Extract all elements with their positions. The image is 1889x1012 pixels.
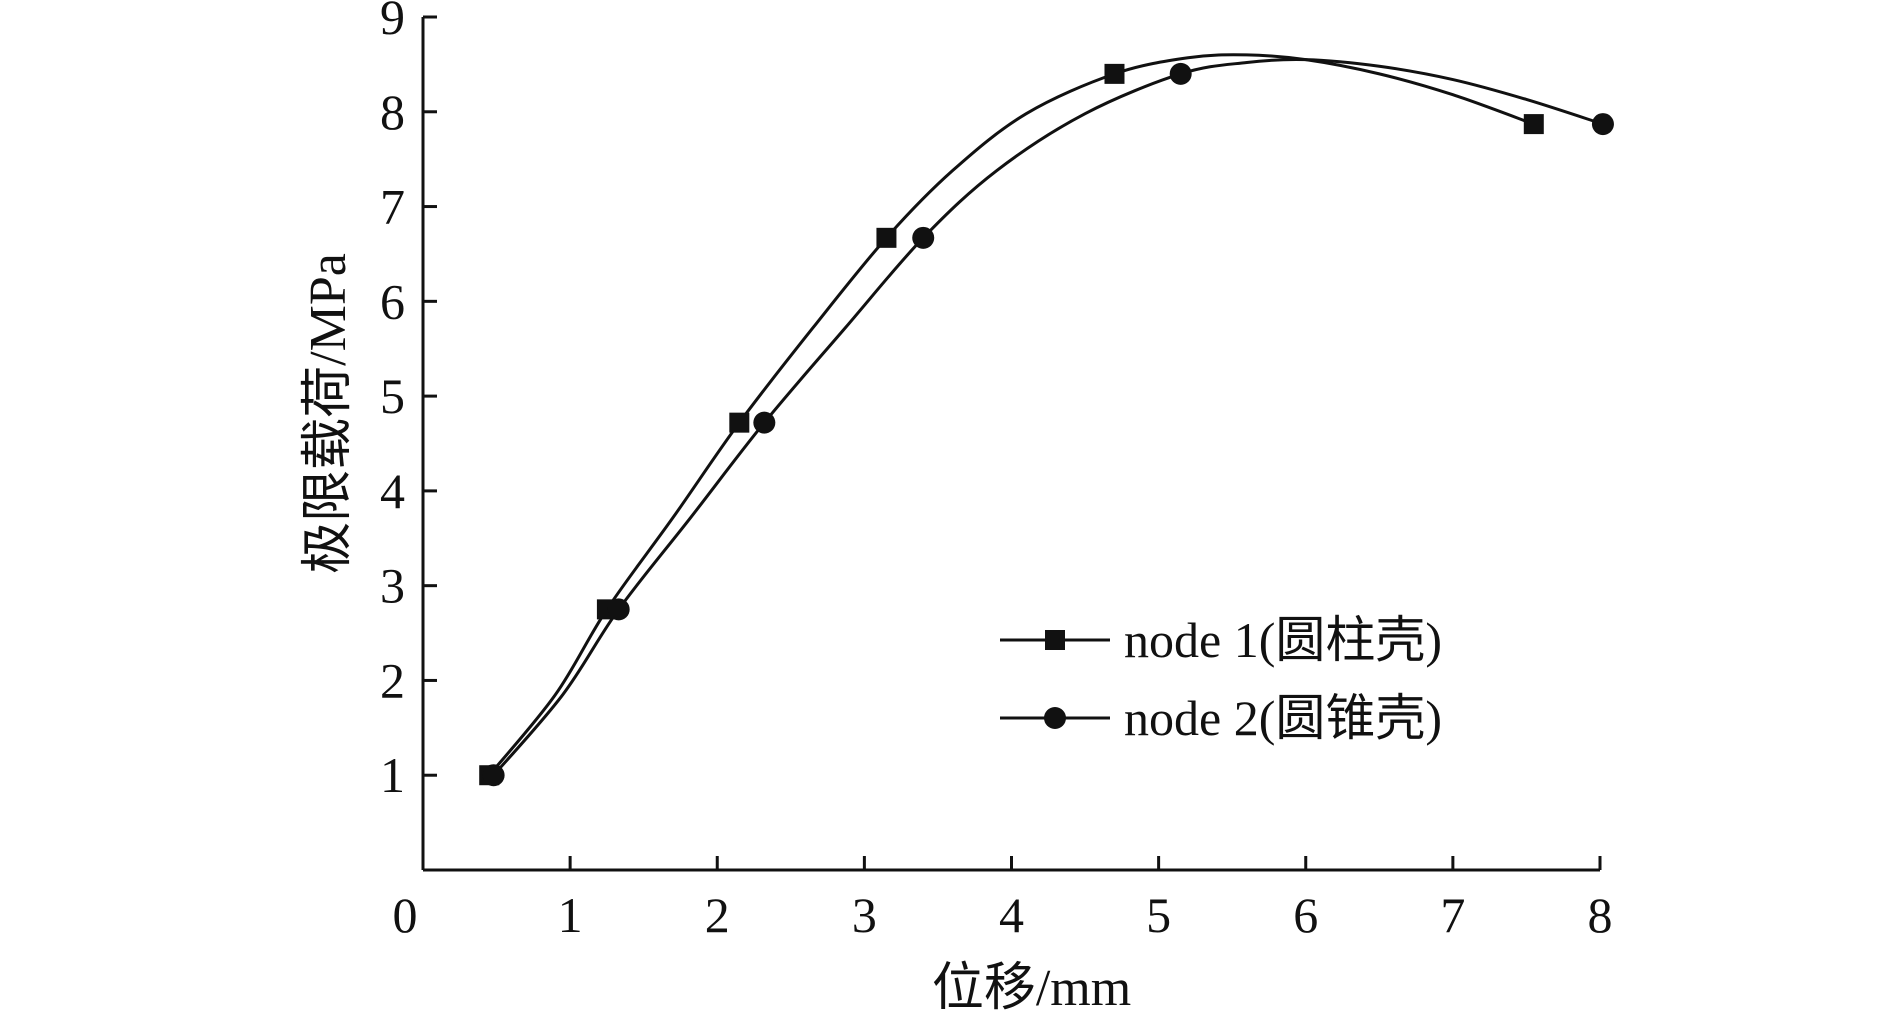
x-tick-label: 1 <box>558 887 583 943</box>
y-tick-label: 6 <box>380 273 405 329</box>
series-1-point <box>1523 114 1544 135</box>
series-2-point <box>1591 113 1614 136</box>
y-tick-label: 1 <box>380 747 405 803</box>
series-2-point <box>753 411 776 434</box>
x-tick-label: 0 <box>393 887 418 943</box>
y-tick-label: 9 <box>380 0 405 45</box>
x-tick-label: 5 <box>1146 887 1171 943</box>
legend-label: node 2(圆锥壳) <box>1124 690 1442 746</box>
legend-marker <box>1045 630 1065 650</box>
series-markers <box>479 62 1614 787</box>
series-2-point <box>482 764 505 787</box>
x-axis-title: 位移/mm <box>932 960 1131 1012</box>
legend: node 1(圆柱壳) node 2(圆锥壳) <box>1000 612 1442 746</box>
series-2-point <box>607 598 630 621</box>
series-2-point <box>1169 62 1192 85</box>
y-tick-label: 3 <box>380 558 405 614</box>
x-tick-label: 8 <box>1588 887 1613 943</box>
x-tick-label: 3 <box>852 887 877 943</box>
series-1-line <box>488 53 1535 777</box>
y-axis-title: 极限载荷/MPa <box>300 253 357 574</box>
series-1-point <box>876 227 897 248</box>
legend-marker <box>1044 707 1066 729</box>
x-tick-label: 4 <box>999 887 1024 943</box>
ticks: 0 1 2 3 4 5 6 7 8 1 2 3 4 5 6 7 8 9 <box>380 0 1613 943</box>
series-1-point <box>1104 63 1125 84</box>
y-tick-label: 5 <box>380 368 405 424</box>
series-2-point <box>912 226 935 249</box>
y-tick-label: 7 <box>380 179 405 235</box>
y-tick-label: 4 <box>380 463 405 519</box>
series-curves <box>488 53 1604 777</box>
y-tick-label: 2 <box>380 652 405 708</box>
series-1-point <box>729 412 750 433</box>
series-2-line <box>492 57 1604 777</box>
x-tick-label: 6 <box>1293 887 1318 943</box>
y-tick-label: 8 <box>380 84 405 140</box>
x-tick-label: 2 <box>705 887 730 943</box>
legend-label: node 1(圆柱壳) <box>1124 612 1442 668</box>
x-tick-label: 7 <box>1440 887 1465 943</box>
